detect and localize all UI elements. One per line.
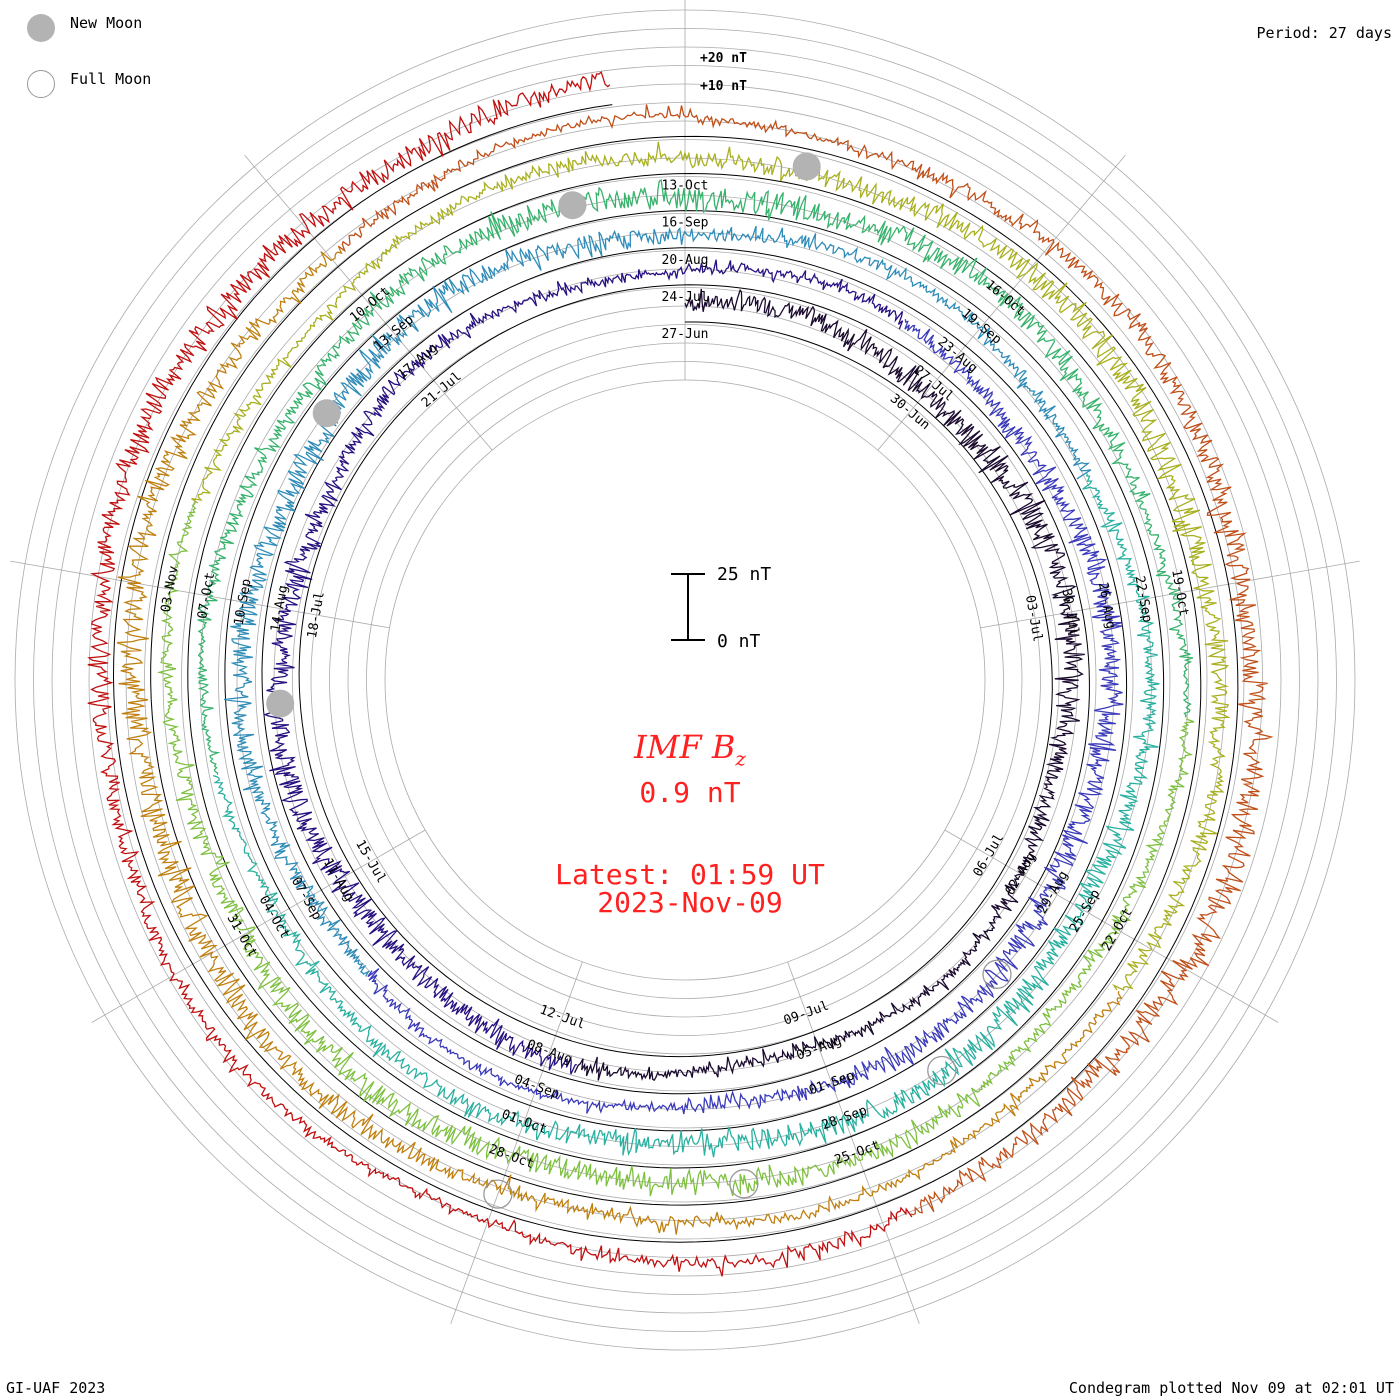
date-label: 04-Sep	[512, 1072, 561, 1102]
date-label: 28-Oct	[487, 1142, 536, 1172]
grid-spoke	[787, 961, 920, 1324]
scale-bottom-label: 0 nT	[717, 631, 761, 652]
date-label: 09-Jul	[782, 999, 831, 1029]
full-moon-marker	[483, 1179, 513, 1209]
series-line	[574, 288, 1085, 1082]
grid-circle	[310, 305, 1060, 1055]
data-series	[87, 70, 1274, 1277]
series-line	[212, 473, 1160, 1158]
legend-new-moon-label: New Moon	[70, 14, 143, 32]
baseline-spiral	[112, 104, 1239, 1243]
date-label: 18-Jul	[305, 591, 328, 640]
grid-circle	[273, 268, 1097, 1092]
date-label: 25-Oct	[833, 1138, 882, 1168]
new-moon-marker	[312, 399, 341, 428]
moon-markers	[266, 152, 1012, 1209]
chart-title: IMF Bz	[0, 728, 1380, 770]
date-label: 19-Sep	[959, 306, 1005, 348]
date-label: 07-Oct	[195, 571, 218, 620]
date-label: 30-Jun	[887, 391, 933, 433]
date-label: 16-Oct	[982, 278, 1028, 320]
date-label: 22-Sep	[1132, 575, 1155, 624]
series-line	[263, 259, 904, 1075]
title-main: IMF B	[634, 728, 736, 766]
date-label: 12-Jul	[538, 1002, 587, 1032]
title-sub: z	[735, 746, 746, 771]
full-moon-marker	[927, 1055, 957, 1086]
latest-time: Latest: 01:59 UT	[555, 858, 825, 891]
ring-label: +20 nT	[700, 51, 747, 66]
legend-full-moon-label: Full Moon	[70, 70, 152, 88]
series-line	[156, 501, 1195, 1197]
ring-label: +10 nT	[700, 79, 747, 94]
full-moon-marker	[982, 959, 1012, 989]
date-label: 30-Jul	[1058, 588, 1081, 637]
series-line	[367, 319, 1124, 1115]
series-line	[191, 141, 1231, 991]
date-label: 05-Aug	[794, 1033, 843, 1063]
full-moon-icon	[27, 70, 55, 98]
series-line	[223, 225, 1092, 977]
scale-top-label: 25 nT	[717, 564, 771, 585]
grid-spoke	[244, 155, 493, 451]
grid-spoke	[91, 829, 426, 1023]
date-label: 28-Sep	[820, 1103, 869, 1133]
series-line	[87, 70, 913, 1277]
series-line	[116, 245, 1123, 1235]
date-label: 03-Nov	[159, 565, 182, 614]
series-line	[196, 179, 1194, 775]
new-moon-marker	[266, 689, 295, 718]
ring-labels: +20 nT +10 nT	[700, 51, 747, 94]
new-moon-marker	[558, 191, 587, 220]
credit-label: GI-UAF 2023	[6, 1379, 106, 1397]
date-label: 13-Oct	[662, 179, 709, 194]
date-label: 16-Sep	[662, 216, 709, 231]
date-label: 03-Jul	[1022, 594, 1045, 643]
latest-date: 2023-Nov-09	[597, 886, 783, 919]
current-value: 0.9 nT	[639, 776, 741, 809]
grid-spoke	[944, 829, 1279, 1023]
grid-circle	[329, 324, 1041, 1036]
date-label: 24-Jul	[662, 290, 709, 305]
date-label: 21-Jul	[419, 369, 465, 411]
date-labels: 27-Jun30-Jun03-Jul06-Jul09-Jul12-Jul15-J…	[159, 179, 1192, 1173]
new-moon-icon	[27, 14, 55, 42]
grid-circle	[292, 287, 1078, 1073]
scale-bar: 25 nT 0 nT	[671, 564, 771, 652]
baseline-path	[112, 104, 1239, 1243]
date-label: 13-Sep	[371, 312, 417, 354]
series-line	[338, 104, 1274, 1216]
date-label: 14-Aug	[268, 584, 291, 633]
grid-spoke	[10, 560, 390, 629]
date-label: 17-Aug	[395, 341, 441, 383]
grid-spoke	[450, 961, 583, 1324]
date-label: 20-Aug	[662, 253, 709, 268]
date-label: 01-Oct	[499, 1107, 548, 1137]
date-label: 01-Sep	[807, 1068, 856, 1098]
new-moon-marker	[792, 152, 821, 181]
period-label: Period: 27 days	[1256, 24, 1392, 42]
date-label: 27-Jun	[662, 327, 709, 342]
full-moon-marker	[729, 1169, 759, 1199]
plotted-label: Condegram plotted Nov 09 at 02:01 UT	[1068, 1379, 1394, 1397]
